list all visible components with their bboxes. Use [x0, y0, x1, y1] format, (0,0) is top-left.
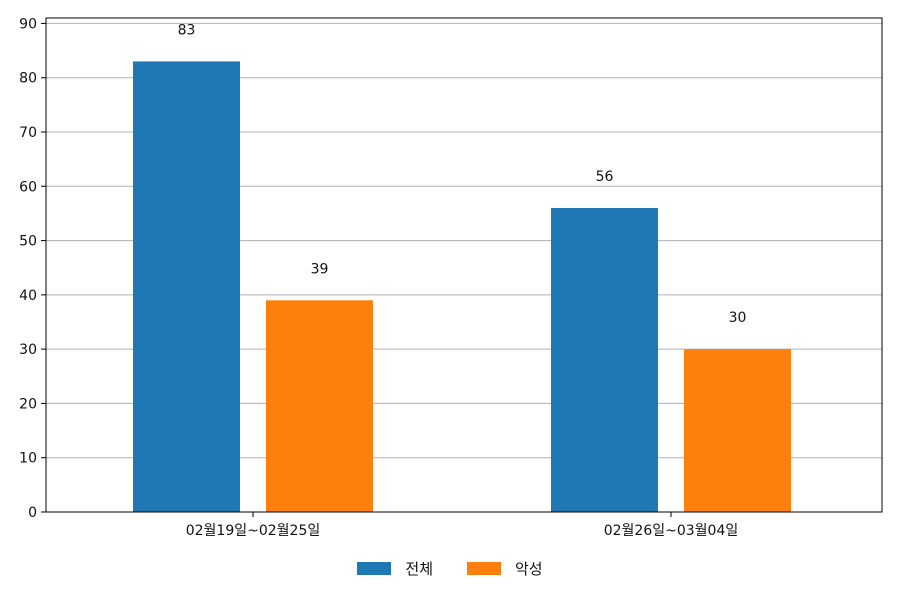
y-tick-label-40: 40 [19, 288, 37, 304]
legend-swatch-total [357, 562, 392, 575]
y-tick-label-90: 90 [19, 16, 37, 32]
data-label-0-1: 56 [596, 169, 614, 185]
legend-label-total: 전체 [405, 560, 433, 578]
data-label-1-0: 39 [311, 261, 329, 277]
legend-item-malicious: 악성 [467, 558, 543, 579]
bar-1-1 [684, 349, 791, 512]
x-tick-label-0: 02월19일~02월25일 [186, 523, 321, 539]
plot-frame [45, 17, 883, 513]
bar-0-1 [551, 208, 658, 512]
bar-0-0 [133, 61, 240, 513]
bars [133, 61, 791, 513]
y-axis: 0 10 20 30 40 50 60 70 80 90 [19, 16, 46, 521]
y-tick-label-70: 70 [19, 125, 37, 141]
legend-item-total: 전체 [357, 558, 433, 579]
legend-swatch-malicious [467, 562, 501, 575]
y-tick-label-80: 80 [19, 71, 37, 87]
y-tick-label-50: 50 [19, 234, 37, 250]
x-axis: 02월19일~02월25일 02월26일~03월04일 [186, 512, 739, 539]
x-tick-label-1: 02월26일~03월04일 [604, 523, 739, 539]
bar-1-0 [266, 300, 373, 512]
y-tick-label-60: 60 [19, 179, 37, 195]
legend-label-malicious: 악성 [515, 560, 543, 578]
y-tick-label-0: 0 [28, 505, 37, 521]
legend: 전체 악성 [0, 558, 900, 579]
data-labels: 83 39 56 30 [178, 22, 747, 326]
y-tick-label-30: 30 [19, 342, 37, 358]
y-tick-label-10: 10 [19, 451, 37, 467]
data-label-0-0: 83 [178, 22, 196, 38]
y-tick-label-20: 20 [19, 396, 37, 412]
data-label-1-1: 30 [729, 310, 747, 326]
